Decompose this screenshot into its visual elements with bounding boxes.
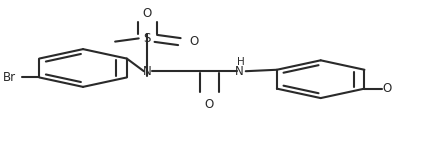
Text: O: O xyxy=(143,7,152,20)
Text: Br: Br xyxy=(3,71,16,84)
Text: N: N xyxy=(143,65,152,78)
Text: S: S xyxy=(143,32,151,45)
Text: O: O xyxy=(190,35,199,48)
Text: O: O xyxy=(205,98,214,111)
Text: N: N xyxy=(235,65,244,78)
Text: H: H xyxy=(237,57,245,67)
Text: O: O xyxy=(383,82,392,95)
